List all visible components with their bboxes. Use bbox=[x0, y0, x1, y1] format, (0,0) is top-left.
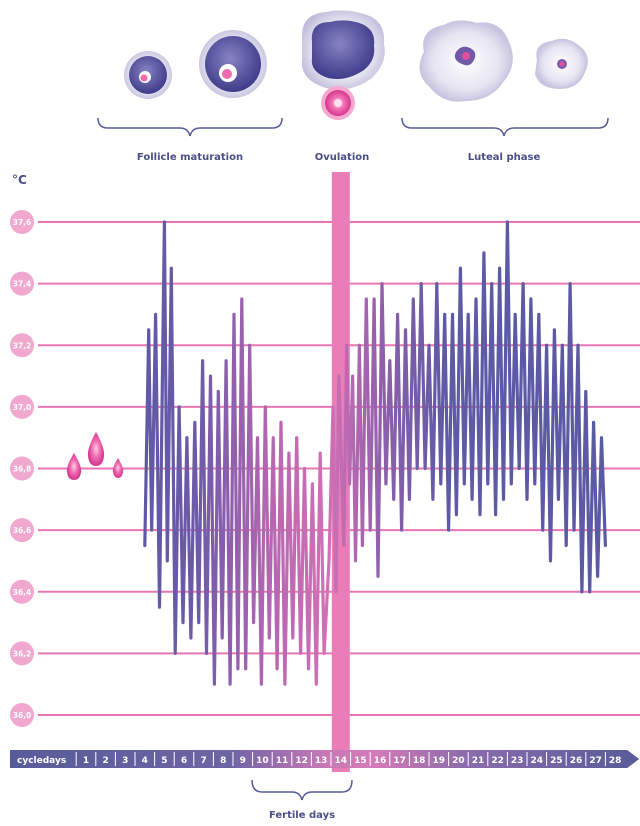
day-label: 1 bbox=[83, 756, 89, 766]
day-label: 23 bbox=[511, 756, 524, 766]
follicle-illustrations: Follicle maturation Ovulation Luteal pha… bbox=[97, 10, 609, 163]
follicle-phase-bracket bbox=[97, 117, 283, 137]
day-label: 18 bbox=[413, 756, 426, 766]
day-label: 6 bbox=[181, 756, 187, 766]
day-label: 4 bbox=[142, 756, 148, 766]
y-tick-badge bbox=[10, 579, 34, 604]
day-label: 25 bbox=[550, 756, 563, 766]
day-label: 16 bbox=[374, 756, 387, 766]
day-label: 12 bbox=[295, 756, 308, 766]
day-label: 8 bbox=[220, 756, 226, 766]
y-tick-label: 37,0 bbox=[13, 403, 32, 412]
day-label: 2 bbox=[102, 756, 108, 766]
unit-label: °C bbox=[12, 173, 27, 187]
day-label: 10 bbox=[256, 756, 269, 766]
day-label: 3 bbox=[122, 756, 128, 766]
day-label: 5 bbox=[161, 756, 167, 766]
luteal-phase-bracket bbox=[401, 117, 609, 137]
y-tick-label: 37,4 bbox=[13, 280, 32, 289]
y-tick-label: 36,4 bbox=[13, 588, 32, 597]
day-label: 20 bbox=[452, 756, 465, 766]
y-tick-badge bbox=[10, 456, 34, 481]
y-tick-badge bbox=[10, 641, 34, 666]
y-tick-label: 36,2 bbox=[13, 649, 32, 658]
day-label: 15 bbox=[354, 756, 367, 766]
y-tick-label: 37,6 bbox=[13, 218, 32, 227]
day-label: 17 bbox=[393, 756, 406, 766]
follicle-maturation-label: Follicle maturation bbox=[137, 152, 243, 163]
day-label: 26 bbox=[570, 756, 583, 766]
y-tick-label: 36,0 bbox=[13, 711, 32, 720]
luteal-phase-label: Luteal phase bbox=[468, 152, 541, 163]
y-tick-badge bbox=[10, 271, 34, 296]
corpus-luteum-icon bbox=[419, 20, 513, 102]
day-labels: 1 2 3 4 5 6 7 8 9 10 11 12 13 14 15 16 17 18 19 20 21 22 23 24 2… bbox=[75, 752, 622, 766]
menstruation-drops-icon bbox=[66, 432, 124, 480]
fertile-days-label: Fertile days bbox=[269, 810, 335, 821]
y-tick-badge bbox=[10, 333, 34, 358]
y-tick-label: 36,6 bbox=[13, 526, 32, 535]
day-label: 11 bbox=[276, 756, 289, 766]
cycledays-axis: cycledays 1 2 3 4 5 6 7 8 9 10 11 12 13 14 15 16 17 18 19 2… bbox=[10, 750, 640, 768]
y-tick-labels: 36,0 36,2 36,4 36,6 36,8 37,0 37,2 37,4 37,6 bbox=[10, 210, 34, 727]
fertile-days-bracket bbox=[251, 779, 353, 801]
day-label: 19 bbox=[433, 756, 446, 766]
day-label: 9 bbox=[240, 756, 246, 766]
day-label: 27 bbox=[589, 756, 602, 766]
cycledays-label: cycledays bbox=[17, 756, 66, 766]
temperature-line bbox=[143, 220, 607, 686]
day-label: 7 bbox=[200, 756, 206, 766]
day-label: 22 bbox=[491, 756, 504, 766]
y-tick-badge bbox=[10, 394, 34, 419]
y-tick-badge bbox=[10, 703, 34, 727]
y-tick-label: 37,2 bbox=[13, 341, 32, 350]
mature-follicle-icon bbox=[301, 10, 385, 120]
day-label: 14 bbox=[335, 756, 348, 766]
day-label: 13 bbox=[315, 756, 328, 766]
day-label: 24 bbox=[531, 756, 544, 766]
ovulation-label: Ovulation bbox=[315, 152, 370, 163]
day-label: 28 bbox=[609, 756, 622, 766]
y-tick-badge bbox=[10, 518, 34, 543]
y-tick-badge bbox=[10, 210, 34, 234]
growing-follicle-icon bbox=[199, 30, 267, 98]
cycledays-band bbox=[10, 750, 640, 768]
y-tick-label: 36,8 bbox=[13, 465, 32, 474]
regressing-corpus-icon bbox=[534, 38, 588, 90]
day-label: 21 bbox=[472, 756, 485, 766]
small-follicle-icon bbox=[124, 51, 172, 99]
